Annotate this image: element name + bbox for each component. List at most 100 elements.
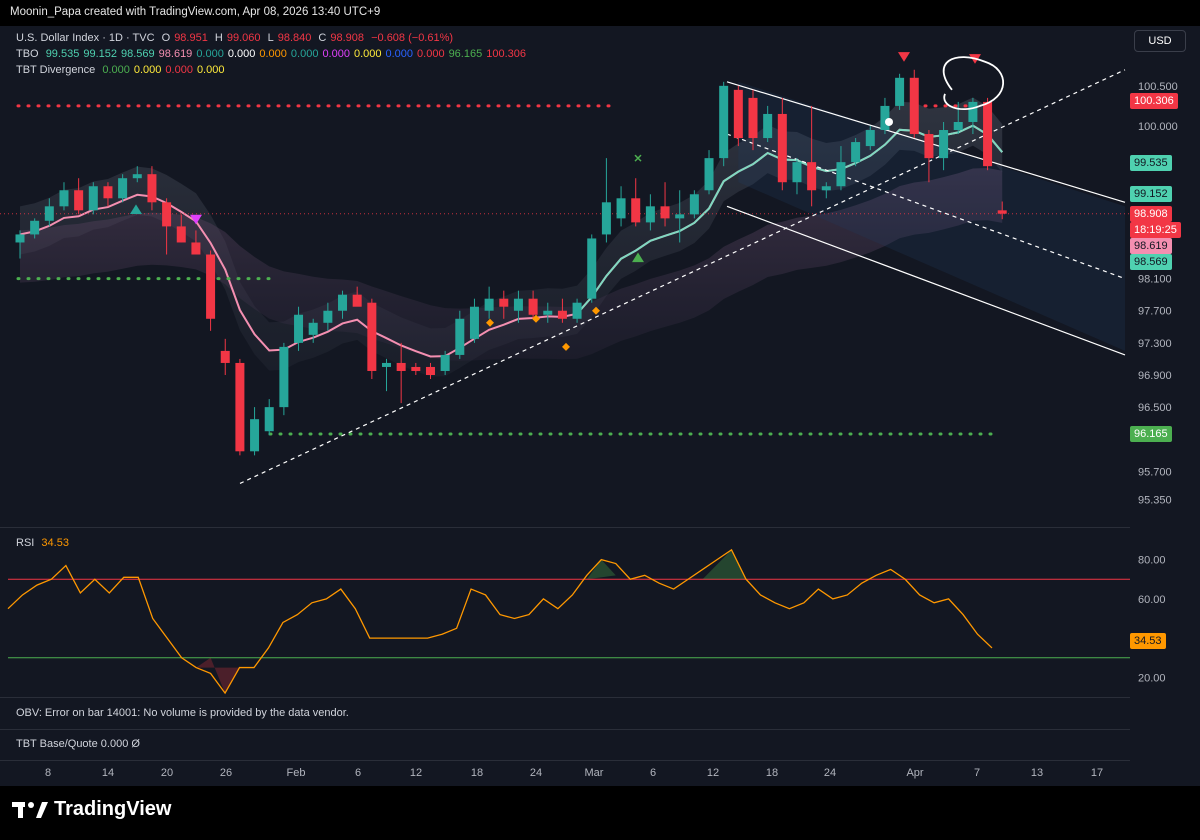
candle-body xyxy=(176,226,186,243)
brand-name: TradingView xyxy=(54,798,172,820)
rsi-axis-tick: 80.00 xyxy=(1138,555,1166,567)
candle-body xyxy=(660,206,670,219)
rsi-axis-tick: 60.00 xyxy=(1138,594,1166,606)
tbo-value: 0.000 xyxy=(385,48,414,60)
candle-body xyxy=(235,362,245,452)
tbt-base-quote-label: TBT Base/Quote 0.000 Ø xyxy=(16,738,140,750)
candle-body xyxy=(953,121,963,131)
candle-body xyxy=(279,346,289,408)
time-axis-tick: 13 xyxy=(1031,767,1043,779)
candle-body xyxy=(616,198,626,219)
candle-body xyxy=(689,194,699,215)
candle-body xyxy=(294,314,304,343)
rsi-line xyxy=(7,548,993,695)
time-axis-tick: 17 xyxy=(1091,767,1103,779)
obv-error-text: OBV: Error on bar 14001: No volume is pr… xyxy=(16,707,349,719)
candle-body xyxy=(30,220,40,235)
time-axis-tick: 20 xyxy=(161,767,173,779)
candle-body xyxy=(264,407,274,432)
tbo-value: 0.000 xyxy=(290,48,319,60)
candle-body xyxy=(968,101,978,122)
price-axis-tick: 96.900 xyxy=(1138,370,1172,382)
currency-button[interactable]: USD xyxy=(1134,30,1186,52)
candle-body xyxy=(851,142,861,163)
rsi-legend[interactable]: RSI 34.53 xyxy=(16,537,69,549)
candle-body xyxy=(455,318,465,355)
tbt-divergence-value: 0.000 xyxy=(165,64,193,76)
tbt-divergence-label: TBT Divergence xyxy=(16,64,96,76)
rsi-label: RSI xyxy=(16,537,35,549)
candle-body xyxy=(15,234,25,243)
symbol-legend: U.S. Dollar Index · 1D · TVC O 98.951 H 99… xyxy=(16,32,457,44)
tbo-legend[interactable]: TBO 99.535 99.152 98.569 98.619 0.000 0.000 0.… xyxy=(16,48,530,60)
tbo-value: 98.569 xyxy=(121,48,155,60)
price-axis-tick: 100.000 xyxy=(1138,121,1178,133)
time-axis-tick: 7 xyxy=(974,767,980,779)
rsi-overbought-fill xyxy=(702,549,746,580)
candle-body xyxy=(59,190,69,207)
price-tag: 99.152 xyxy=(1130,186,1172,203)
candle-body xyxy=(382,362,391,367)
candle-body xyxy=(206,254,216,319)
candle-body xyxy=(807,162,817,191)
price-axis-tick: 96.500 xyxy=(1138,402,1172,414)
time-axis-tick: Apr xyxy=(906,767,923,779)
price-tag: 98.569 xyxy=(1130,253,1172,270)
candle-body xyxy=(162,202,172,227)
candle-body xyxy=(895,77,905,106)
price-axis-tick: 95.700 xyxy=(1138,466,1172,478)
price-axis-tick: 100.500 xyxy=(1138,81,1178,93)
sell-signal-icon xyxy=(898,52,910,62)
price-tag: 96.165 xyxy=(1130,426,1172,443)
candle-body xyxy=(777,113,787,183)
chart-credit: Moonin_Papa created with TradingView.com… xyxy=(10,6,381,18)
candle-body xyxy=(103,186,113,199)
diamond-marker xyxy=(562,342,570,351)
candle-body xyxy=(528,298,538,315)
candle-body xyxy=(499,298,509,307)
footer xyxy=(0,786,1200,840)
symbol-title[interactable]: U.S. Dollar Index · 1D · TVC xyxy=(16,32,155,44)
diamond-marker xyxy=(532,314,540,323)
channel-bottom xyxy=(726,205,1126,356)
candle-body xyxy=(880,105,890,131)
rsi-separator xyxy=(0,527,1130,528)
price-axis-tick: 97.300 xyxy=(1138,338,1172,350)
candle-body xyxy=(367,302,377,371)
candle-body xyxy=(631,198,641,223)
diamond-marker xyxy=(592,306,600,315)
close-label: C xyxy=(318,32,327,44)
candle-body xyxy=(338,294,348,311)
price-tag: 98.908 xyxy=(1130,205,1172,222)
candle-body xyxy=(821,186,831,191)
time-axis-tick: 24 xyxy=(530,767,542,779)
candle-body xyxy=(792,162,802,183)
time-axis-tick: Feb xyxy=(287,767,306,779)
rsi-tag: 34.53 xyxy=(1130,633,1166,649)
candle-body xyxy=(440,354,450,371)
candle-body xyxy=(587,238,597,299)
candle-body xyxy=(484,298,494,311)
time-axis-tick: 6 xyxy=(355,767,361,779)
price-tag: 100.306 xyxy=(1130,93,1178,110)
obv-separator xyxy=(0,697,1130,698)
time-axis-tick: 12 xyxy=(707,767,719,779)
tbo-value: 0.000 xyxy=(196,48,224,60)
candle-body xyxy=(543,310,553,315)
candle-body xyxy=(836,162,846,187)
tbo-value: 0.000 xyxy=(322,48,350,60)
tradingview-icon xyxy=(12,801,48,818)
tbo-value: 98.619 xyxy=(158,48,193,60)
candle-body xyxy=(645,206,655,223)
rsi-axis-tick: 20.00 xyxy=(1138,672,1166,684)
candle-body xyxy=(983,101,993,167)
candle-body xyxy=(132,174,142,179)
price-axis-tick: 97.700 xyxy=(1138,306,1172,318)
slow-cloud xyxy=(20,168,1003,361)
price-chart[interactable]: 100.500 100.000 98.100 97.700 97.300 96.900 96… xyxy=(0,26,1200,786)
tradingview-logo[interactable]: TradingView xyxy=(12,798,171,821)
tbt-divergence-value: 0.000 xyxy=(133,64,162,76)
candle-body xyxy=(997,210,1007,214)
tbt-divergence-legend[interactable]: TBT Divergence 0.000 0.000 0.000 0.000 xyxy=(16,64,228,76)
candle-body xyxy=(763,113,773,139)
